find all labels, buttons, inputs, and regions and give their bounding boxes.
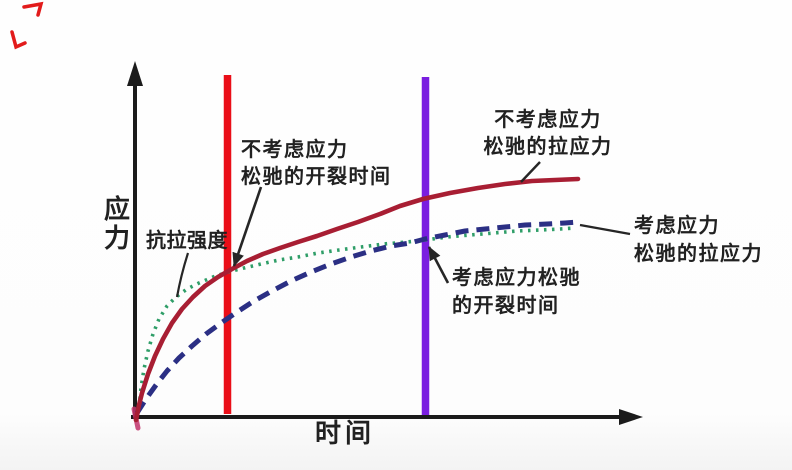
corner-red-marks bbox=[10, 1, 44, 50]
no-relax-stress-label-pointer-line bbox=[520, 161, 541, 183]
relax-crack-time-label: 考虑应力松驰 的开裂时间 bbox=[452, 263, 581, 319]
label-line: 松驰的拉应力 bbox=[634, 241, 763, 265]
label-line: 松驰的拉应力 bbox=[483, 134, 613, 158]
label-line: 不考虑应力 bbox=[241, 137, 349, 161]
y-axis-arrowhead-icon bbox=[127, 61, 143, 86]
tensile-strength-label: 抗拉强度 bbox=[146, 228, 228, 252]
y-axis-label: 应力 bbox=[103, 195, 130, 254]
label-line: 松驰的开裂时间 bbox=[241, 164, 392, 188]
no-relax-crack-time-label: 不考虑应力 松驰的开裂时间 bbox=[241, 136, 392, 190]
label-line: 考虑应力 bbox=[634, 213, 720, 237]
strength-label-pointer-line bbox=[175, 252, 190, 298]
relax-crack-time-arrow bbox=[427, 246, 450, 284]
no-relax-crack-time-arrow bbox=[232, 186, 263, 267]
x-axis-arrowhead-icon bbox=[619, 409, 643, 425]
x-axis-label: 时间 bbox=[315, 419, 376, 449]
corner-mark-icon bbox=[10, 30, 27, 50]
label-line: 考虑应力松驰 bbox=[452, 265, 581, 289]
relaxed-tensile-stress-curve bbox=[134, 219, 579, 415]
relax-stress-label-pointer-line bbox=[579, 223, 631, 236]
relax-tensile-stress-label: 考虑应力 松驰的拉应力 bbox=[634, 211, 763, 267]
corner-mark-icon bbox=[22, 1, 44, 17]
label-line: 的开裂时间 bbox=[452, 293, 560, 317]
label-line: 不考虑应力 bbox=[494, 107, 602, 131]
no-relax-tensile-stress-label: 不考虑应力 松驰的拉应力 bbox=[483, 106, 613, 160]
no-relax-tensile-stress-curve bbox=[133, 176, 581, 423]
